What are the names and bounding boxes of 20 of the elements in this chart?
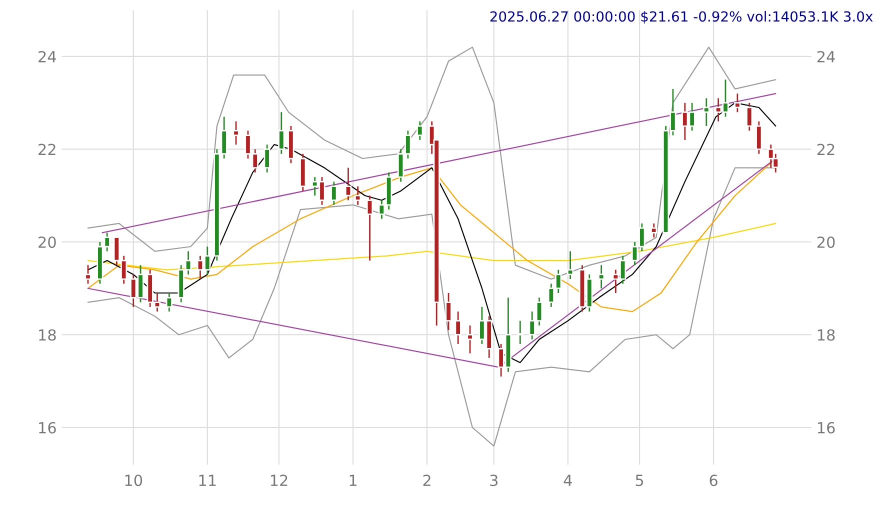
x-tick-label: 6	[710, 474, 718, 486]
y-tick-label: 22	[38, 144, 56, 156]
y2-tick-label: 16	[818, 422, 835, 434]
y-tick-label: 16	[39, 422, 56, 434]
x-tick-label: 2	[423, 474, 430, 486]
y2-tick-label: 18	[818, 329, 835, 341]
x-tick-label: 10	[125, 474, 142, 486]
x-tick-label: 5	[636, 474, 644, 486]
x-tick-label: 1	[350, 474, 356, 486]
y2-tick-label: 22	[817, 144, 834, 156]
y-tick-label: 24	[38, 50, 56, 62]
x-tick-label: 12	[270, 474, 288, 486]
x-tick-label: 4	[564, 474, 572, 486]
y-tick-label: 20	[38, 236, 56, 248]
y2-tick-label: 24	[817, 50, 835, 62]
y-tick-label: 18	[39, 329, 56, 341]
x-tick-label: 11	[199, 474, 216, 486]
chart-title: 2025.06.27 00:00:00 $21.61 -0.92% vol:14053.1K 3.0x	[490, 10, 873, 24]
x-tick-label: 3	[490, 474, 498, 486]
y2-tick-label: 20	[817, 236, 835, 248]
